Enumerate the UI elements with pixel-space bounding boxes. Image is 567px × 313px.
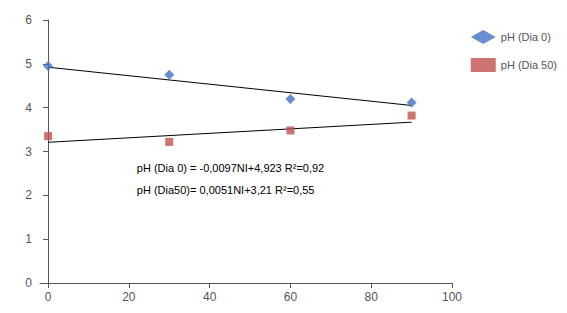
svg-text:pH (Dia50)= 0,0051NI+3,21 R²=0: pH (Dia50)= 0,0051NI+3,21 R²=0,55 — [137, 184, 315, 196]
svg-text:2: 2 — [25, 188, 32, 202]
svg-text:6: 6 — [25, 13, 32, 27]
svg-text:pH (Dia 0) = -0,0097NI+4,923 R: pH (Dia 0) = -0,0097NI+4,923 R²=0,92 — [137, 162, 324, 174]
svg-text:5: 5 — [25, 57, 32, 71]
svg-text:3: 3 — [25, 145, 32, 159]
svg-text:0: 0 — [25, 276, 32, 290]
svg-text:60: 60 — [284, 290, 298, 304]
svg-text:pH (Dia 0): pH (Dia 0) — [501, 31, 551, 43]
svg-text:100: 100 — [442, 290, 462, 304]
svg-text:0: 0 — [45, 290, 52, 304]
svg-text:80: 80 — [365, 290, 379, 304]
svg-text:40: 40 — [203, 290, 217, 304]
svg-text:1: 1 — [25, 232, 32, 246]
svg-text:pH (Dia 50): pH (Dia 50) — [501, 59, 557, 71]
svg-text:20: 20 — [122, 290, 136, 304]
svg-text:4: 4 — [25, 101, 32, 115]
